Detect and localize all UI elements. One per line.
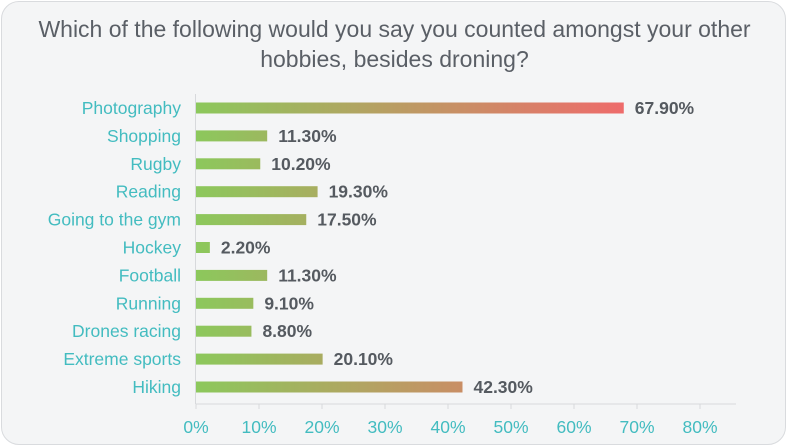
value-label: 17.50% (317, 210, 377, 230)
x-tick-label: 70% (619, 417, 654, 437)
bar-drones-racing (196, 325, 252, 337)
category-label: Going to the gym (48, 210, 181, 230)
bar-going-to-the-gym (196, 214, 307, 226)
category-label: Reading (116, 182, 181, 202)
category-label: Hiking (132, 377, 181, 397)
category-label: Extreme sports (63, 349, 181, 369)
category-label: Hockey (123, 238, 182, 258)
category-label: Rugby (130, 154, 181, 174)
value-label: 42.30% (473, 377, 533, 397)
value-label: 11.30% (278, 265, 337, 285)
bar-reading (196, 186, 318, 198)
bar-rugby (196, 158, 261, 170)
bar-photography (196, 102, 624, 114)
bar-shopping (196, 130, 268, 142)
chart-title: Which of the following would you say you… (38, 16, 751, 72)
value-label: 67.90% (635, 98, 695, 118)
x-tick-label: 50% (493, 417, 528, 437)
value-label: 19.30% (329, 182, 389, 202)
category-label: Football (119, 265, 181, 285)
x-tick-label: 40% (430, 417, 465, 437)
x-tick-label: 10% (241, 417, 276, 437)
value-label: 2.20% (221, 238, 271, 258)
bar-hiking (196, 381, 463, 393)
category-label: Drones racing (72, 321, 181, 341)
bar-football (196, 269, 268, 281)
category-label: Running (116, 293, 181, 313)
x-tick-label: 30% (367, 417, 402, 437)
value-label: 20.10% (334, 349, 394, 369)
x-tick-label: 80% (682, 417, 717, 437)
bar-hockey (196, 242, 210, 253)
value-label: 11.30% (278, 126, 337, 146)
x-tick-label: 60% (556, 417, 591, 437)
category-label: Photography (82, 98, 181, 118)
value-label: 9.10% (264, 293, 314, 313)
category-label: Shopping (107, 126, 181, 146)
value-label: 10.20% (271, 154, 331, 174)
bar-running (196, 297, 254, 309)
value-label: 8.80% (262, 321, 312, 341)
x-tick-label: 20% (304, 417, 339, 437)
x-tick-label: 0% (183, 417, 208, 437)
bar-extreme-sports (196, 353, 323, 365)
